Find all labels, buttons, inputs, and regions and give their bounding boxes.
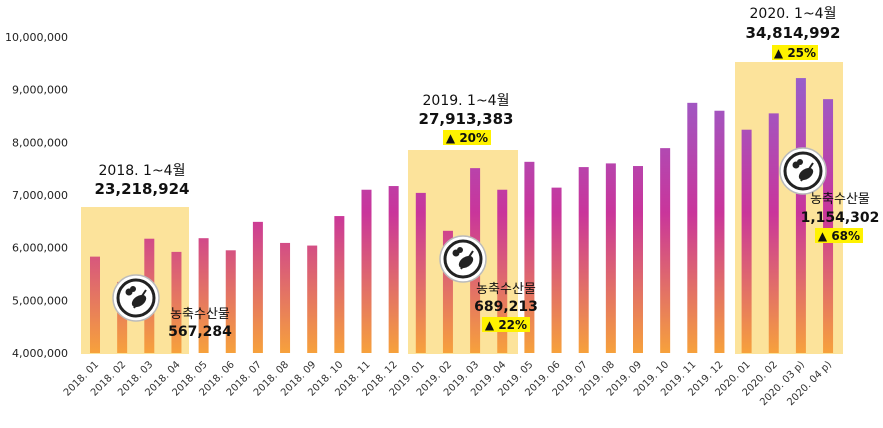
y-tick-label: 7,000,000 (12, 189, 68, 202)
bar (171, 251, 182, 353)
agri-growth-2019: ▲ 22% (485, 318, 527, 332)
growth-badge-2019 (443, 130, 491, 145)
y-tick-label: 5,000,000 (12, 294, 68, 307)
bar (117, 281, 128, 353)
agri-value-2020: 1,154,302 (801, 210, 880, 226)
y-tick-label: 4,000,000 (12, 347, 68, 360)
agri-growth-2020: ▲ 68% (818, 229, 860, 243)
bar (334, 216, 345, 353)
bar (768, 113, 779, 353)
total-2018: 23,218,924 (95, 180, 190, 198)
period-2019: 2019. 1~4월 (423, 93, 510, 109)
bar (551, 187, 562, 353)
growth-2020: ▲ 25% (774, 46, 816, 60)
bar (578, 167, 589, 353)
bar (225, 250, 236, 353)
growth-2019: ▲ 20% (446, 131, 488, 145)
bar (605, 163, 616, 353)
food-icon (112, 274, 160, 322)
bar (795, 78, 806, 353)
bar (633, 166, 643, 353)
agri-annotation-2020: 농축수산물 1,154,302 ▲ 68% (801, 192, 880, 243)
bar (823, 99, 834, 353)
agri-label-2020: 농축수산물 (810, 192, 870, 207)
bar (524, 161, 535, 353)
total-2020: 34,814,992 (746, 24, 841, 42)
agri-annotation-2019: 농축수산물 689,213 ▲ 22% (474, 282, 538, 332)
y-tick-label: 6,000,000 (12, 242, 68, 255)
bar (307, 245, 318, 353)
y-axis: 4,000,000 5,000,000 6,000,000 7,000,000 8,00… (5, 31, 68, 360)
agri-label-2018: 농축수산물 (170, 307, 230, 322)
bar (415, 192, 426, 353)
total-2019: 27,913,383 (419, 110, 514, 128)
bar (388, 186, 399, 353)
bar (90, 256, 100, 353)
y-tick-label: 8,000,000 (12, 136, 68, 149)
bar (442, 230, 453, 353)
agri-growth-badge-2020 (815, 228, 863, 243)
bar (361, 189, 372, 353)
agri-label-2019: 농축수산물 (476, 282, 536, 297)
bar (497, 189, 508, 353)
bar (252, 221, 263, 353)
agri-value-2018: 567,284 (168, 324, 232, 340)
bar (660, 148, 671, 353)
annotation-2019: 2019. 1~4월 27,913,383 ▲ 20% (419, 93, 514, 145)
agri-value-2019: 689,213 (474, 299, 538, 315)
annotation-2018: 2018. 1~4월 23,218,924 (95, 163, 190, 198)
food-icon (439, 235, 487, 283)
period-2020: 2020. 1~4월 (750, 6, 837, 22)
agri-annotation-2018: 농축수산물 567,284 (168, 307, 232, 340)
agri-growth-badge-2019 (482, 317, 530, 332)
bar (687, 102, 698, 353)
y-tick-label: 10,000,000 (5, 31, 68, 44)
y-tick-label: 9,000,000 (12, 84, 68, 97)
bar (714, 110, 725, 353)
bar (280, 242, 291, 353)
growth-badge-2020 (772, 45, 818, 60)
food-icon (779, 147, 827, 195)
bar (741, 129, 752, 353)
annotation-2020: 2020. 1~4월 34,814,992 ▲ 25% (746, 6, 841, 60)
bar (198, 238, 209, 353)
period-2018: 2018. 1~4월 (99, 163, 186, 179)
